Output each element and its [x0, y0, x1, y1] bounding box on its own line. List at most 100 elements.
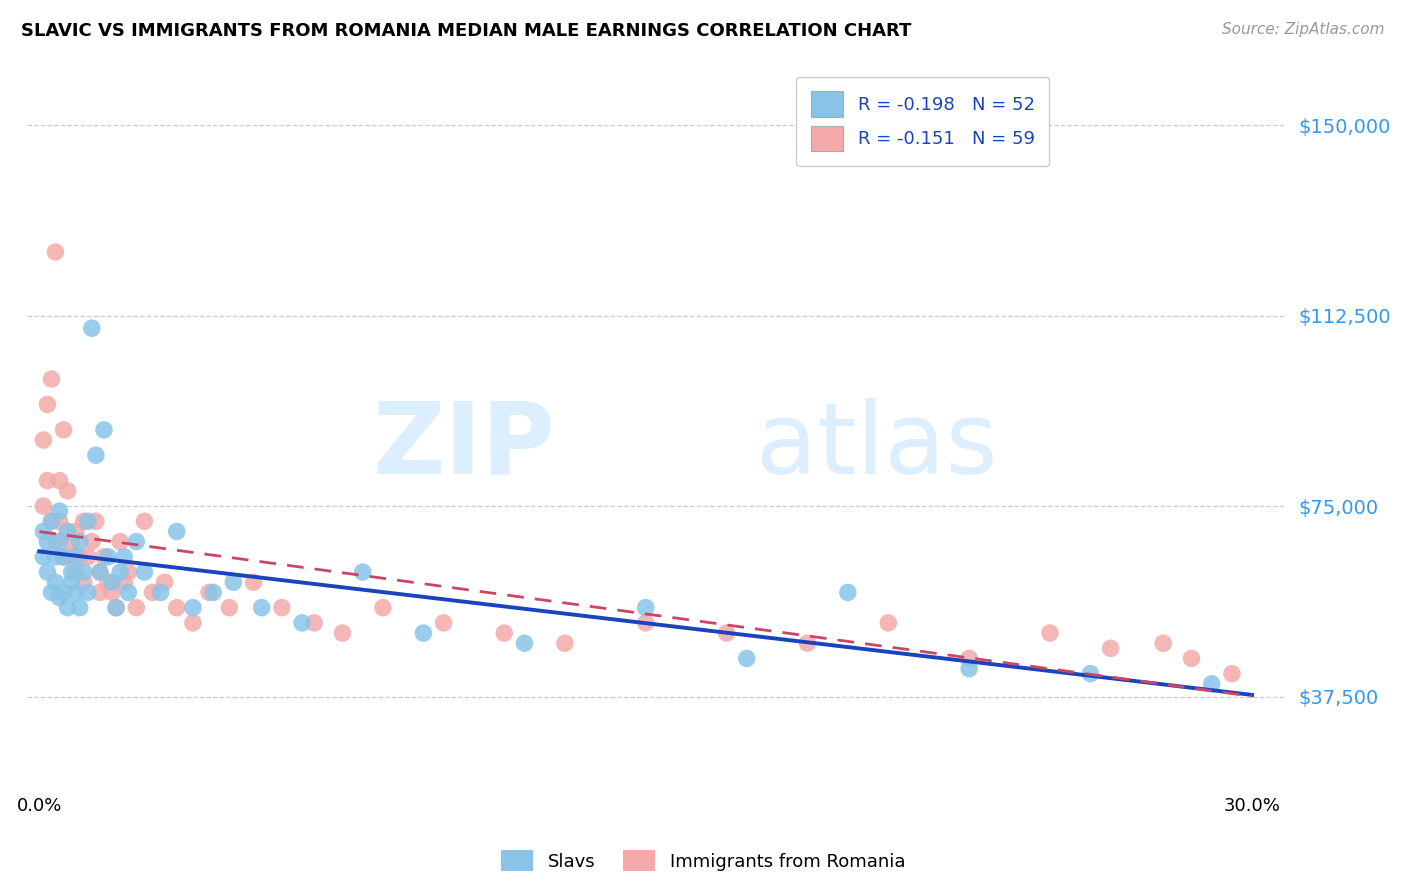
Point	[1180, 651, 1202, 665]
Point	[76, 514, 98, 528]
Point	[73, 565, 96, 579]
Point	[93, 549, 115, 564]
Point	[93, 423, 115, 437]
Point	[432, 615, 454, 630]
Point	[302, 615, 325, 630]
Point	[48, 504, 70, 518]
Point	[291, 615, 314, 630]
Point	[735, 651, 758, 665]
Point	[76, 549, 98, 564]
Point	[60, 575, 83, 590]
Point	[1220, 666, 1243, 681]
Point	[218, 600, 240, 615]
Point	[41, 514, 63, 528]
Point	[32, 433, 55, 447]
Point	[1201, 677, 1223, 691]
Point	[181, 615, 204, 630]
Point	[65, 565, 87, 579]
Point	[125, 600, 148, 615]
Point	[332, 626, 354, 640]
Point	[198, 585, 221, 599]
Point	[48, 474, 70, 488]
Point	[796, 636, 818, 650]
Point	[60, 549, 83, 564]
Point	[112, 575, 135, 590]
Point	[48, 591, 70, 605]
Point	[117, 585, 139, 599]
Point	[1099, 641, 1122, 656]
Point	[84, 514, 107, 528]
Point	[52, 549, 75, 564]
Point	[56, 600, 79, 615]
Point	[44, 534, 66, 549]
Point	[134, 514, 156, 528]
Point	[56, 524, 79, 539]
Point	[494, 626, 516, 640]
Text: ZIP: ZIP	[373, 398, 555, 495]
Point	[877, 615, 900, 630]
Point	[76, 585, 98, 599]
Point	[554, 636, 576, 650]
Legend: Slavs, Immigrants from Romania: Slavs, Immigrants from Romania	[494, 843, 912, 879]
Point	[73, 575, 96, 590]
Point	[957, 662, 980, 676]
Point	[89, 565, 111, 579]
Point	[166, 600, 188, 615]
Point	[41, 514, 63, 528]
Point	[97, 549, 120, 564]
Point	[141, 585, 163, 599]
Point	[1080, 666, 1102, 681]
Point	[56, 524, 79, 539]
Point	[105, 600, 128, 615]
Point	[101, 575, 124, 590]
Point	[166, 524, 188, 539]
Point	[125, 534, 148, 549]
Text: atlas: atlas	[756, 398, 998, 495]
Point	[153, 575, 176, 590]
Point	[32, 499, 55, 513]
Point	[48, 514, 70, 528]
Point	[41, 372, 63, 386]
Point	[89, 585, 111, 599]
Point	[44, 575, 66, 590]
Point	[84, 448, 107, 462]
Point	[716, 626, 738, 640]
Point	[181, 600, 204, 615]
Point	[37, 397, 59, 411]
Point	[60, 534, 83, 549]
Point	[32, 549, 55, 564]
Point	[73, 514, 96, 528]
Legend: R = -0.198   N = 52, R = -0.151   N = 59: R = -0.198 N = 52, R = -0.151 N = 59	[796, 77, 1049, 166]
Point	[957, 651, 980, 665]
Point	[65, 549, 87, 564]
Point	[37, 534, 59, 549]
Point	[52, 423, 75, 437]
Point	[134, 565, 156, 579]
Point	[634, 600, 657, 615]
Point	[222, 575, 245, 590]
Point	[352, 565, 374, 579]
Point	[80, 321, 103, 335]
Point	[69, 534, 91, 549]
Point	[250, 600, 273, 615]
Point	[1152, 636, 1174, 650]
Point	[65, 585, 87, 599]
Point	[202, 585, 225, 599]
Point	[101, 585, 124, 599]
Point	[412, 626, 434, 640]
Point	[112, 549, 135, 564]
Point	[108, 565, 131, 579]
Point	[60, 565, 83, 579]
Text: Source: ZipAtlas.com: Source: ZipAtlas.com	[1222, 22, 1385, 37]
Point	[105, 600, 128, 615]
Point	[89, 565, 111, 579]
Point	[97, 575, 120, 590]
Point	[44, 245, 66, 260]
Point	[242, 575, 264, 590]
Text: SLAVIC VS IMMIGRANTS FROM ROMANIA MEDIAN MALE EARNINGS CORRELATION CHART: SLAVIC VS IMMIGRANTS FROM ROMANIA MEDIAN…	[21, 22, 911, 40]
Point	[69, 600, 91, 615]
Point	[52, 549, 75, 564]
Point	[1039, 626, 1062, 640]
Point	[37, 565, 59, 579]
Point	[513, 636, 536, 650]
